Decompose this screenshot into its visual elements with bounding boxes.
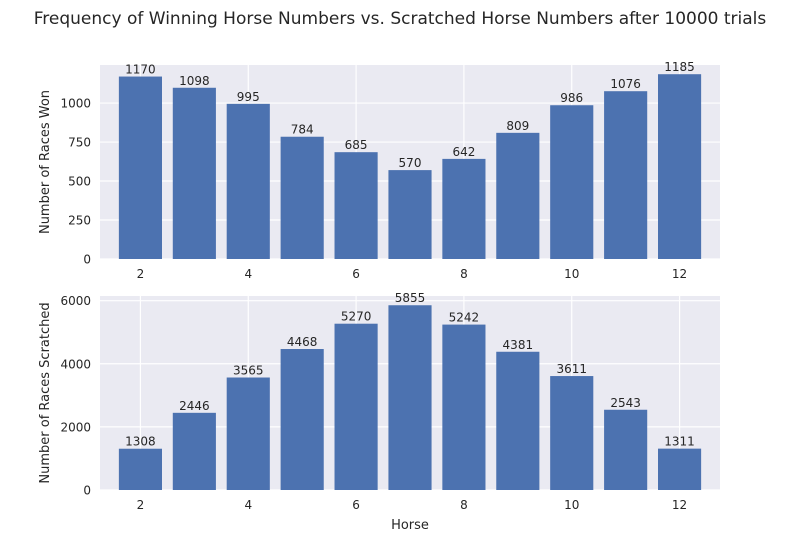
scratched-xtick-label: 6 [352,498,360,512]
figure-title: Frequency of Winning Horse Numbers vs. S… [34,9,767,29]
scratched-data-label-horse-5: 4468 [287,335,318,349]
won-xtick-label: 12 [672,267,687,281]
won-bar-horse-2 [118,76,162,259]
scratched-data-label-horse-10: 3611 [556,362,587,376]
scratched-bar-horse-12 [658,448,702,490]
won-data-label-horse-8: 642 [452,145,475,159]
won-data-label-horse-3: 1098 [179,74,210,88]
won-data-label-horse-2: 1170 [125,63,156,77]
won-bar-horse-12 [658,74,702,260]
won-y-axis-label: Number of Races Won [38,90,53,234]
won-data-label-horse-9: 809 [506,119,529,133]
won-bar-horse-3 [172,87,216,259]
won-bar-horse-8 [442,158,486,259]
top-chart-winning-panel: 1170109899578468557064280998610761185025… [38,60,720,281]
won-xtick-label: 10 [564,267,579,281]
won-data-label-horse-7: 570 [399,156,422,170]
won-bar-horse-5 [280,136,324,259]
scratched-bar-horse-3 [172,412,216,490]
scratched-data-label-horse-11: 2543 [610,396,641,410]
scratched-ytick-label: 0 [83,484,91,498]
won-bar-horse-4 [226,103,270,259]
won-data-label-horse-10: 986 [560,91,583,105]
scratched-bar-horse-5 [280,349,324,490]
won-bar-horse-10 [550,105,594,259]
won-xtick-label: 4 [244,267,252,281]
scratched-xtick-label: 10 [564,498,579,512]
bottom-chart-scratched-panel: 1308 2446 3565 4468 5270 5855 5242 4381 3611 2543… [38,291,720,533]
scratched-bar-horse-9 [496,351,540,490]
scratched-data-label-horse-8: 5242 [449,311,480,325]
scratched-data-label-horse-9: 4381 [503,338,534,352]
scratched-bar-horse-6 [334,323,378,490]
scratched-xtick-label: 8 [460,498,468,512]
scratched-data-label-horse-2: 1308 [125,435,156,449]
won-data-label-horse-6: 685 [345,138,368,152]
scratched-data-label-horse-3: 2446 [179,399,210,413]
scratched-bar-horse-4 [226,377,270,490]
won-xtick-label: 6 [352,267,360,281]
won-bar-horse-11 [604,91,648,259]
scratched-xtick-label: 12 [672,498,687,512]
scratched-bar-horse-8 [442,324,486,490]
scratched-ytick-label: 2000 [60,420,91,434]
won-data-label-horse-4: 995 [237,90,260,104]
scratched-data-label-horse-12: 1311 [664,435,695,449]
scratched-xtick-label: 4 [244,498,252,512]
won-bar-horse-9 [496,132,540,259]
scratched-bar-horse-2 [118,448,162,490]
scratched-data-label-horse-7: 5855 [395,291,426,305]
won-ytick-label: 1000 [60,97,91,111]
scratched-data-label-horse-4: 3565 [233,364,264,378]
scratched-y-axis-label: Number of Races Scratched [38,302,53,483]
won-ytick-label: 750 [68,136,91,150]
won-xtick-label: 2 [137,267,145,281]
won-data-label-horse-5: 784 [291,123,314,137]
won-bar-horse-6 [334,152,378,259]
scratched-x-axis-label: Horse [391,518,429,533]
won-ytick-label: 250 [68,214,91,228]
scratched-ytick-label: 6000 [60,294,91,308]
scratched-ytick-label: 4000 [60,357,91,371]
won-bar-horse-7 [388,170,432,259]
scratched-bar-horse-11 [604,409,648,490]
won-ytick-label: 500 [68,175,91,189]
scratched-xtick-label: 2 [137,498,145,512]
won-data-label-horse-12: 1185 [664,60,695,74]
won-data-label-horse-11: 1076 [610,77,641,91]
won-ytick-label: 0 [83,253,91,267]
scratched-bar-horse-7 [388,305,432,490]
scratched-bar-horse-10 [550,376,594,490]
won-xtick-label: 8 [460,267,468,281]
scratched-data-label-horse-6: 5270 [341,310,372,324]
